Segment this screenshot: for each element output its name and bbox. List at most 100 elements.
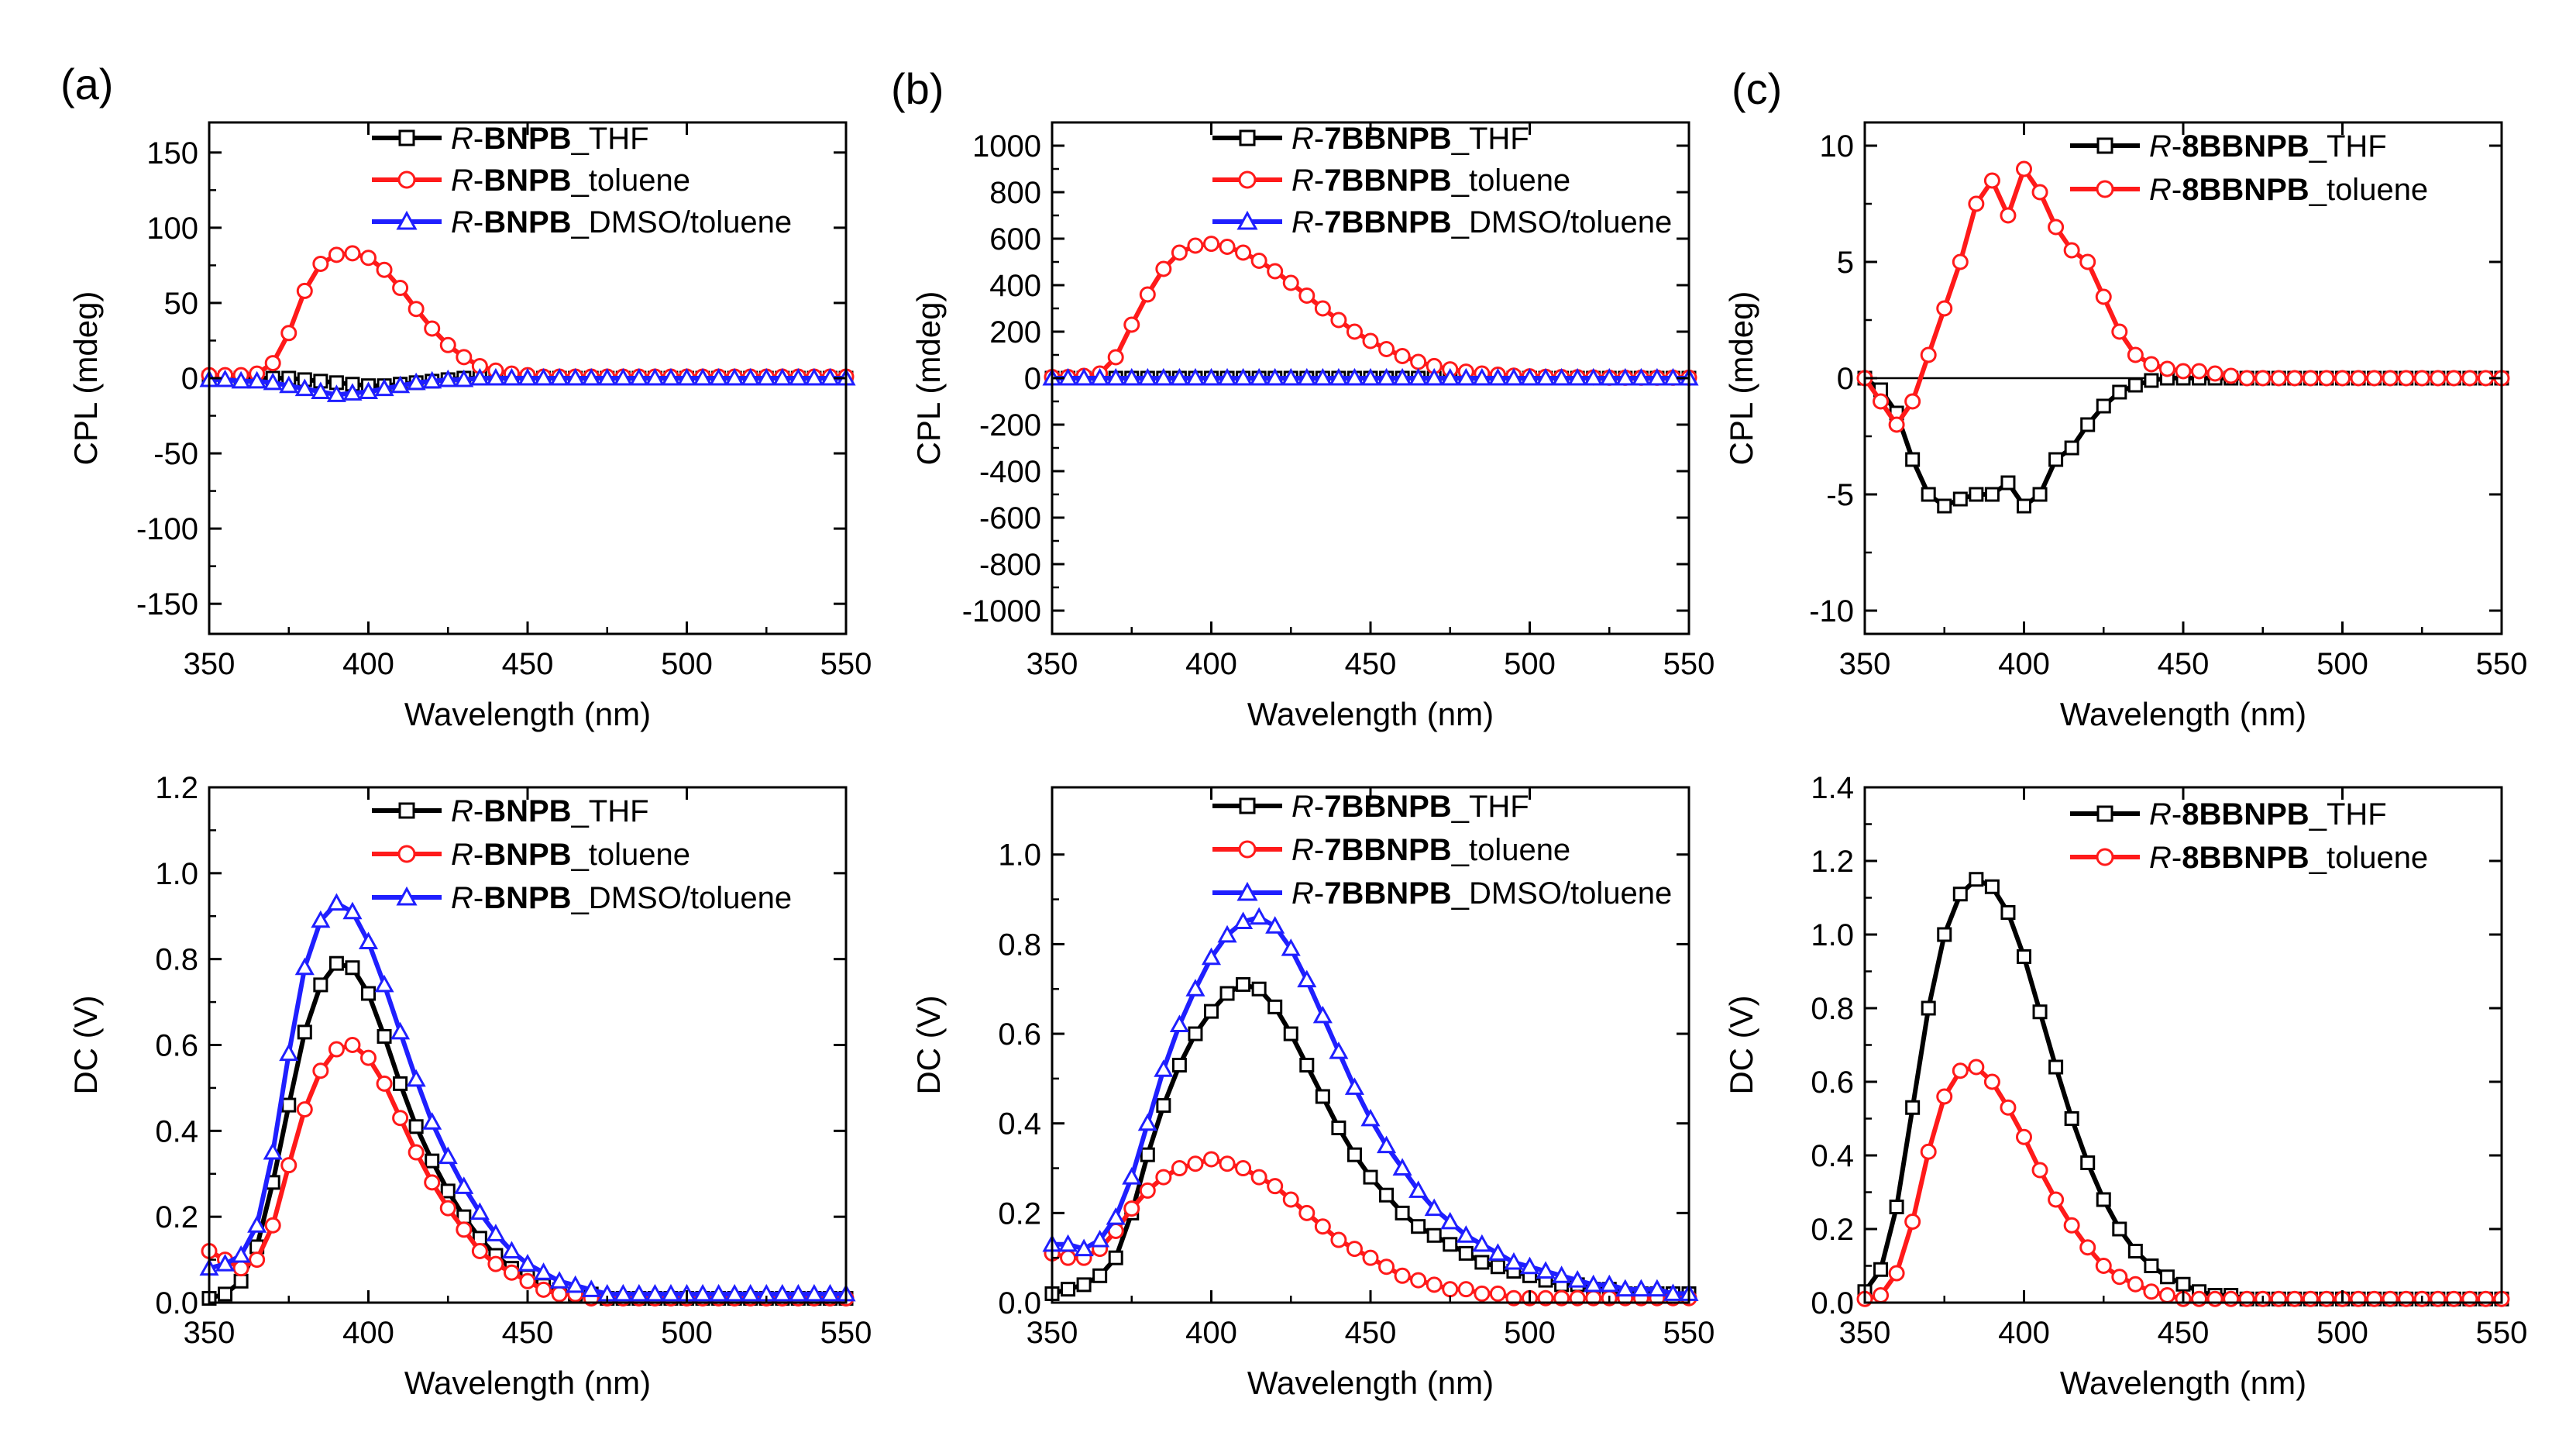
data-point [2143, 1283, 2160, 1300]
data-point [2079, 1239, 2096, 1256]
data-point [376, 1075, 393, 1092]
data-point [1443, 1237, 1458, 1252]
series-line-black [208, 961, 846, 1301]
data-point [693, 367, 713, 386]
panel-label-c: (c) [1732, 64, 1782, 113]
data-point [1122, 367, 1142, 386]
data-point [1536, 1261, 1556, 1279]
data-point [2111, 1269, 2128, 1286]
data-point [406, 1069, 426, 1087]
y-tick-label: -1000 [962, 594, 1041, 628]
data-point [1060, 1249, 1077, 1266]
data-point [788, 1283, 808, 1302]
legend-compound: 8BBNPB [2182, 173, 2309, 207]
y-tick-label: -200 [979, 408, 1041, 442]
legend-marker-blue [396, 210, 418, 230]
x-tick-label: 400 [1185, 1316, 1237, 1350]
data-point [1378, 1258, 1395, 1276]
legend-compound: 7BBNPB [1324, 876, 1451, 911]
data-point [342, 901, 363, 920]
data-point [1201, 367, 1222, 386]
data-point [2096, 398, 2111, 414]
data-point [1952, 1062, 1969, 1079]
data-point [1472, 367, 1492, 386]
data-point [534, 367, 554, 386]
data-point [2430, 1290, 2447, 1307]
data-point [392, 280, 409, 297]
chart-c-dc: 350 400 450 500 550 0.0 0.2 0.4 0.6 0.8 1.0 1.2 1.4 W… [1723, 771, 2527, 1401]
data-point [661, 1283, 681, 1302]
data-point [1474, 1285, 1491, 1302]
data-point [1314, 1218, 1331, 1235]
legend-entry: R-7BBNPB_DMSO/toluene [1291, 876, 1672, 911]
x-tick-label: 500 [1504, 647, 1556, 681]
y-tick-label: -5 [1826, 478, 1854, 512]
data-point [1969, 487, 1984, 502]
y-tick-label: 0.6 [1811, 1066, 1854, 1100]
data-point [2302, 370, 2319, 387]
data-point [2366, 1290, 2383, 1307]
chart-b-cpl: 350 400 450 500 550-1000-800-600-400-2000200… [910, 121, 1714, 732]
data-point [311, 910, 331, 928]
data-point [424, 320, 441, 337]
data-point [503, 1264, 520, 1281]
y-tick-label: 0.4 [1811, 1139, 1854, 1173]
data-point [1154, 367, 1174, 386]
data-point [328, 955, 344, 971]
x-axis-label: Wavelength (nm) [1247, 696, 1494, 732]
data-point [2112, 1221, 2127, 1237]
data-point [2223, 367, 2240, 384]
data-point [1552, 367, 1572, 386]
data-point [1346, 323, 1363, 340]
data-point [2191, 363, 2208, 380]
legend-prefix: R [1291, 164, 1314, 198]
legend-hyphen: - [473, 164, 483, 198]
x-tick-label: 350 [184, 1316, 236, 1350]
data-point [2048, 219, 2065, 236]
x-tick-label: 500 [1504, 1316, 1556, 1350]
x-tick-label: 450 [2158, 1316, 2210, 1350]
x-tick-label: 400 [1998, 1316, 2050, 1350]
data-point [1952, 491, 1968, 507]
data-point [1394, 348, 1411, 364]
data-point [2000, 475, 2016, 491]
data-point [1155, 260, 1172, 277]
data-point [1154, 1059, 1174, 1077]
data-point [1312, 367, 1333, 386]
data-point [469, 367, 490, 386]
data-point [1108, 1250, 1123, 1265]
legend-hyphen: - [473, 205, 483, 239]
legend-entry: R-7BBNPB_toluene [1291, 833, 1570, 867]
data-point [1074, 367, 1094, 386]
data-point [804, 1283, 824, 1302]
data-point [2111, 323, 2128, 340]
x-axis-label: Wavelength (nm) [404, 696, 651, 732]
data-point [2206, 1290, 2223, 1307]
data-point [345, 960, 360, 976]
data-point [534, 1262, 554, 1280]
data-point [741, 1283, 761, 1302]
y-tick-label: 0.4 [155, 1114, 198, 1148]
data-point [2445, 370, 2462, 387]
data-point [1873, 1262, 1889, 1277]
data-point [2096, 1192, 2111, 1207]
data-point [1936, 1088, 1953, 1105]
legend-entry: R-8BBNPB_THF [2149, 797, 2387, 831]
legend-entry: R-BNPB_DMSO/toluene [451, 205, 792, 239]
legend-marker-red [2096, 180, 2114, 198]
data-point [279, 375, 299, 394]
legend-entry: R-BNPB_toluene [451, 838, 690, 872]
data-point [1281, 938, 1301, 956]
data-point [1090, 1229, 1110, 1248]
data-point [2031, 184, 2048, 201]
data-point [1139, 286, 1156, 303]
data-point [1140, 1147, 1155, 1162]
data-point [1344, 1077, 1364, 1095]
y-tick-label: 1000 [972, 129, 1041, 164]
panel-label-b: (b) [891, 64, 944, 113]
data-point [2127, 1244, 2143, 1258]
data-point [1187, 1155, 1204, 1172]
data-point [2000, 207, 2017, 224]
data-point [2127, 346, 2144, 363]
